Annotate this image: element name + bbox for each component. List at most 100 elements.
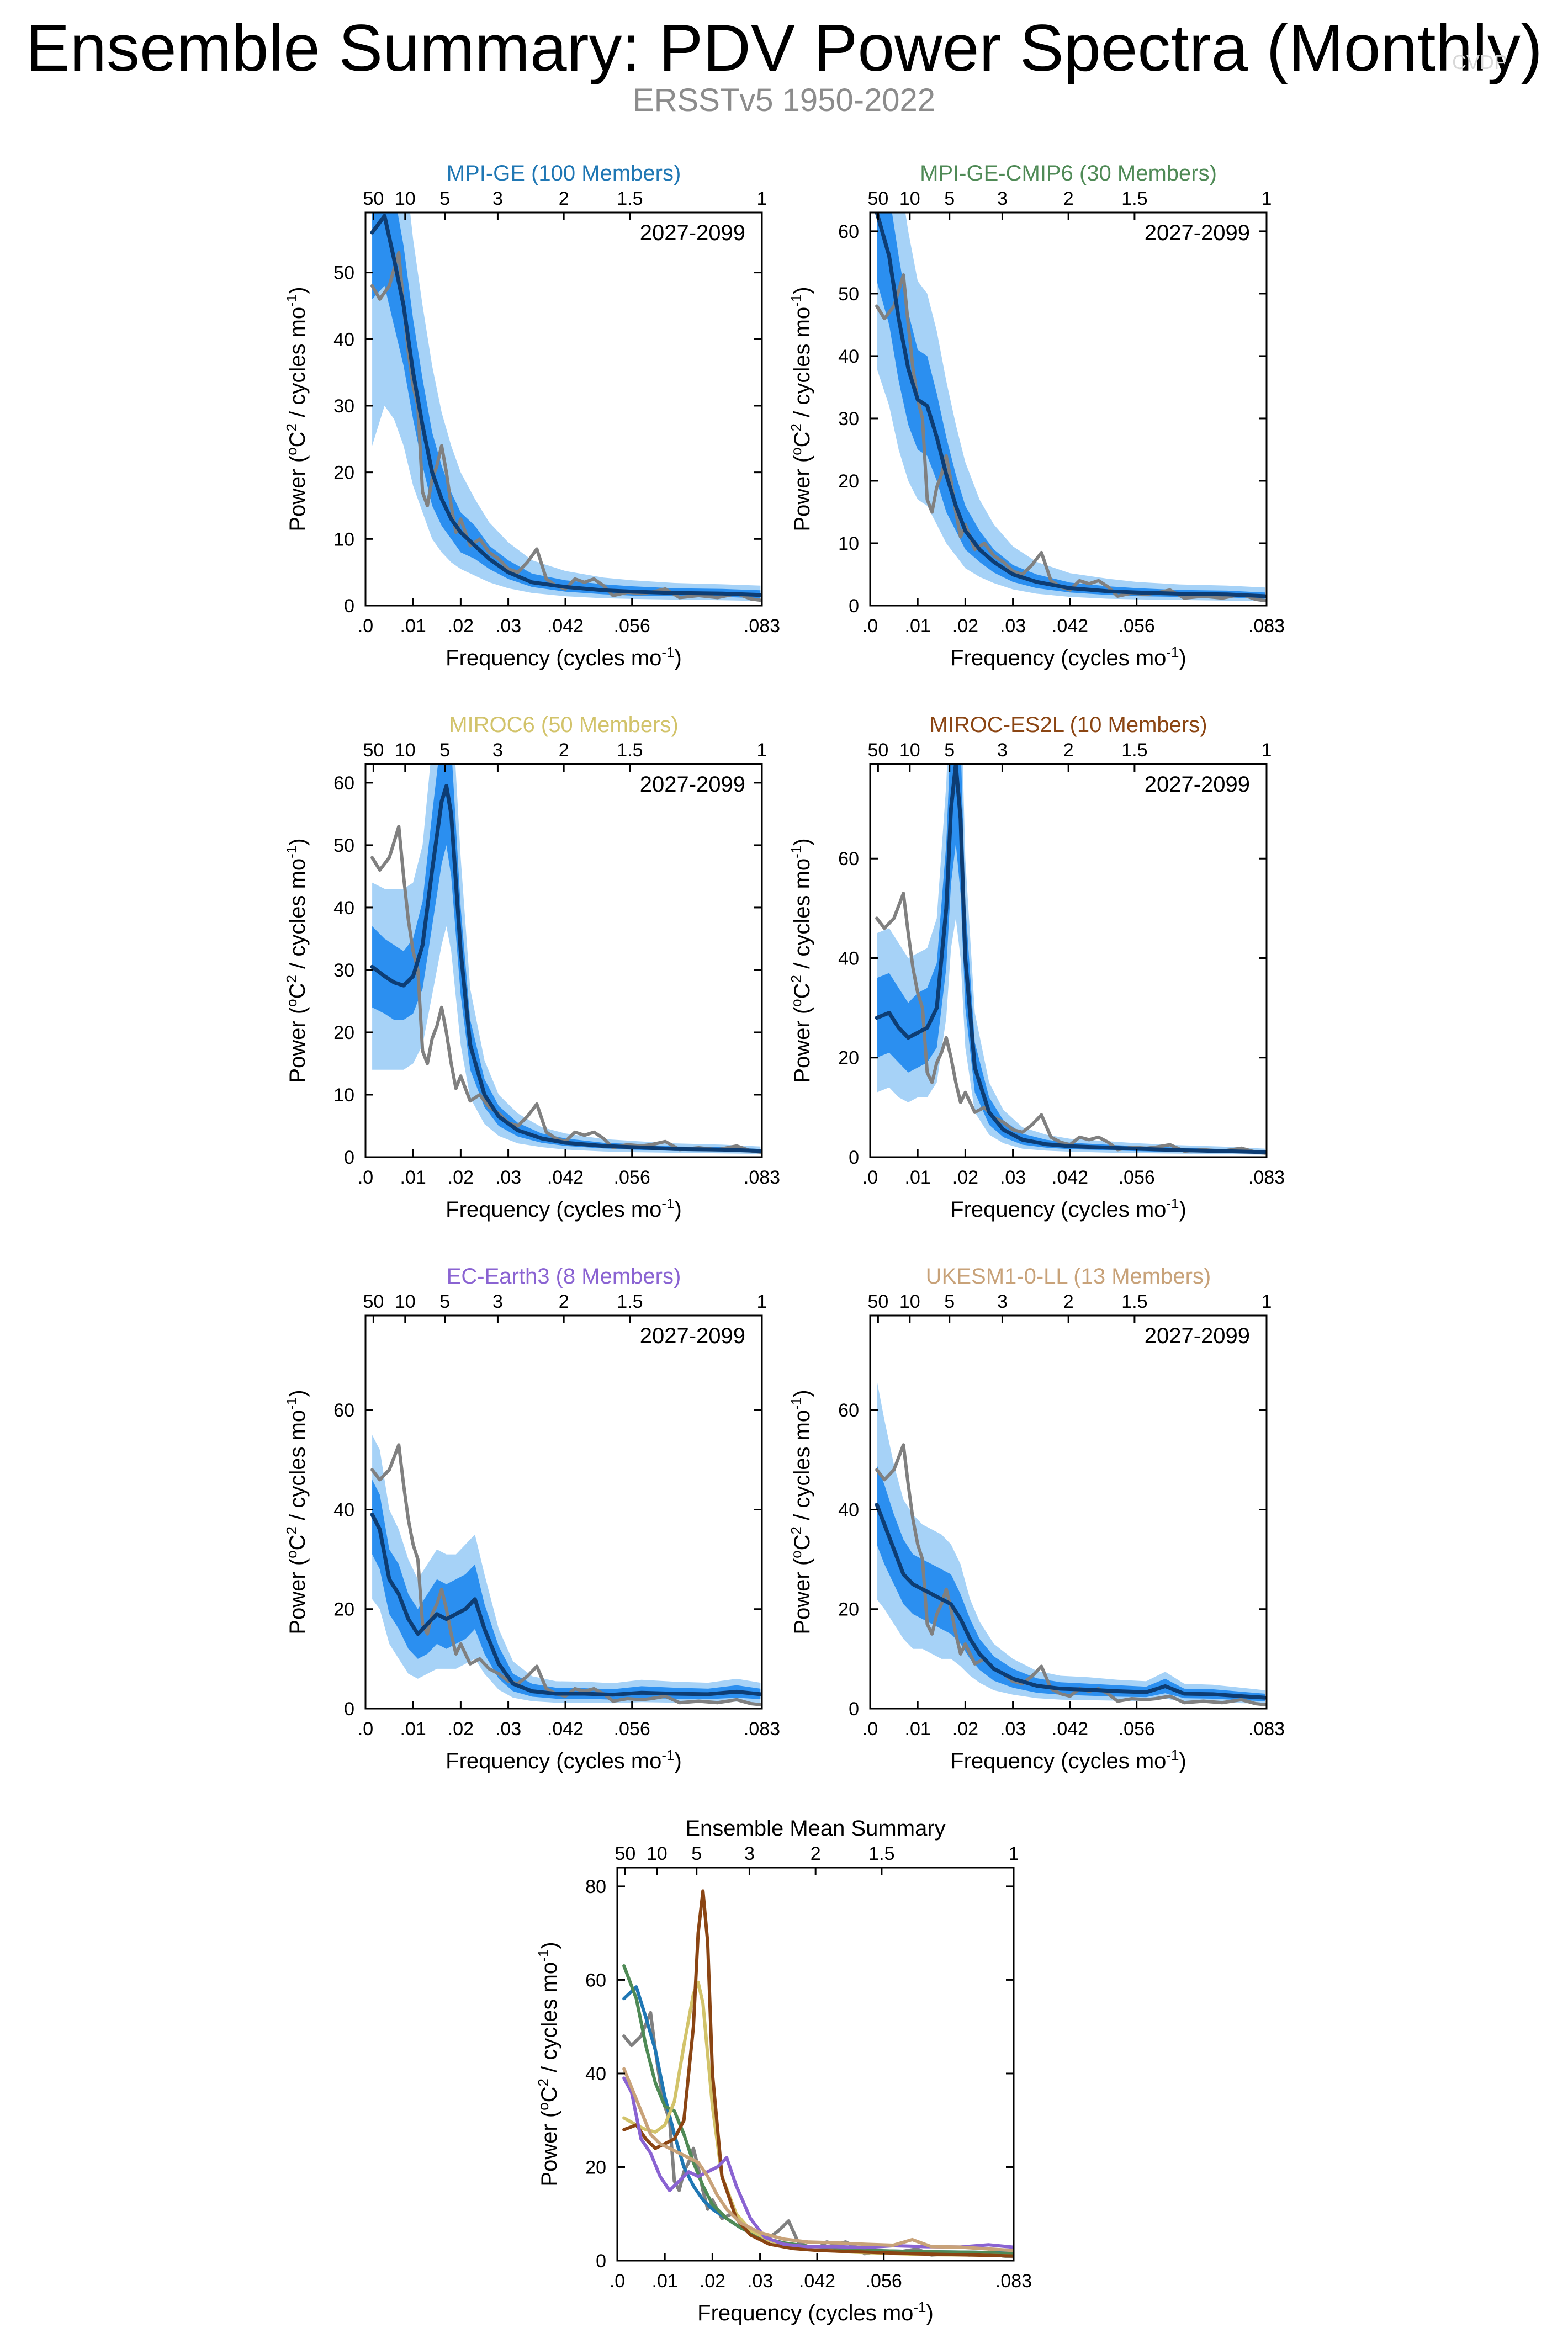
top-tick-label: 5 — [439, 1291, 450, 1312]
spread-band-inner — [372, 764, 761, 1152]
x-tick-label: .0 — [862, 1719, 878, 1740]
y-tick-label: 50 — [333, 263, 354, 284]
plot-area — [370, 764, 762, 1154]
top-tick-label: 1 — [1262, 740, 1272, 761]
ensemble-mean-line — [875, 213, 1267, 598]
y-tick-label: 40 — [838, 1499, 859, 1520]
y-tick-label: 20 — [838, 471, 859, 492]
top-tick-label: 10 — [395, 1291, 416, 1312]
y-tick-label: 30 — [333, 960, 354, 981]
panel-title: MIROC-ES2L (10 Members) — [929, 713, 1207, 737]
top-tick-label: 5 — [439, 740, 450, 761]
top-tick-label: 50 — [615, 1843, 635, 1864]
spread-band-inner — [877, 1465, 1265, 1701]
top-tick-label: 1.5 — [617, 1291, 643, 1312]
x-tick-label: .01 — [400, 1719, 426, 1740]
x-tick-label: .03 — [495, 1719, 521, 1740]
page-subtitle: ERSSTv5 1950-2022 — [632, 82, 936, 118]
y-tick-label: 10 — [333, 529, 354, 550]
panel-ec-earth3: 0 20 40 60 .0 .01 .02 .03 .042 .056 .083 50 10 5 3 2 1.5… — [283, 1264, 780, 1773]
x-tick-label: .03 — [1000, 1719, 1026, 1740]
x-tick-label: .03 — [1000, 1167, 1026, 1188]
top-tick-label: 50 — [363, 188, 384, 209]
y-axis-label: Power (oC2 / cycles mo-1) — [283, 1390, 310, 1634]
top-tick-label: 50 — [363, 1291, 384, 1312]
x-tick-label: .02 — [952, 616, 978, 637]
x-tick-label: .056 — [866, 2271, 902, 2292]
plot-area — [622, 1889, 1014, 2259]
y-tick-label: 60 — [838, 1400, 859, 1421]
ensemble-mean-line — [875, 1503, 1267, 1700]
panel-title: MIROC6 (50 Members) — [449, 713, 679, 737]
y-tick-label: 10 — [838, 533, 859, 554]
ensemble-mean-line — [875, 764, 1267, 1154]
spread-band-inner — [372, 1480, 761, 1700]
x-tick-label: .042 — [547, 616, 584, 637]
y-tick-label: 0 — [849, 596, 859, 617]
top-tick-label: 5 — [439, 188, 450, 209]
x-tick-label: .0 — [358, 1719, 373, 1740]
x-tick-label: .03 — [495, 616, 521, 637]
x-tick-label: .03 — [747, 2271, 773, 2292]
x-tick-label: .056 — [1119, 1719, 1155, 1740]
series-line-ec-earth3 — [622, 2076, 1014, 2250]
plot-area — [875, 764, 1267, 1155]
y-tick-label: 40 — [333, 898, 354, 919]
top-tick-label: 10 — [899, 188, 920, 209]
period-label: 2027-2099 — [640, 772, 745, 797]
x-tick-label: .02 — [448, 616, 474, 637]
series-line-ukesm1-0-ll — [622, 2067, 1014, 2252]
y-axis-label: Power (oC2 / cycles mo-1) — [788, 838, 814, 1083]
x-tick-label: .042 — [547, 1719, 584, 1740]
y-axis-label: Power (oC2 / cycles mo-1) — [788, 1390, 814, 1634]
x-tick-label: .056 — [614, 1719, 650, 1740]
period-label: 2027-2099 — [1145, 772, 1250, 797]
x-axis-label: Frequency (cycles mo-1) — [697, 2299, 934, 2325]
plot-area — [875, 1380, 1267, 1706]
panel-ensemble-mean-summary: 0 20 40 60 80 .0 .01 .02 .03 .042 .056 .083 50 10 5 3 2 1… — [535, 1816, 1032, 2325]
top-tick-label: 5 — [944, 740, 955, 761]
series-line-miroc-es2l — [622, 1889, 1014, 2258]
x-axis-label: Frequency (cycles mo-1) — [950, 1195, 1186, 1222]
y-tick-label: 30 — [333, 396, 354, 417]
y-axis-label: Power (oC2 / cycles mo-1) — [535, 1942, 561, 2186]
y-tick-label: 40 — [333, 329, 354, 350]
x-tick-label: .03 — [1000, 616, 1026, 637]
x-axis-label: Frequency (cycles mo-1) — [950, 644, 1186, 670]
top-tick-label: 1.5 — [1121, 740, 1147, 761]
y-tick-label: 20 — [333, 1599, 354, 1620]
panel-title: MPI-GE-CMIP6 (30 Members) — [920, 161, 1217, 185]
top-tick-label: 50 — [867, 1291, 888, 1312]
y-tick-label: 40 — [838, 948, 859, 969]
panel-ukesm1-0-ll: 0 20 40 60 .0 .01 .02 .03 .042 .056 .083 50 10 5 3 2 1.5… — [788, 1264, 1285, 1773]
y-tick-label: 40 — [333, 1499, 354, 1520]
panel-mpi-ge-cmip6: 0 10 20 30 40 50 60 .0 .01 .02 .03 .042 .056 .083 50 10… — [788, 161, 1285, 670]
top-tick-label: 3 — [997, 188, 1008, 209]
top-tick-label: 2 — [559, 188, 569, 209]
x-tick-label: .02 — [952, 1167, 978, 1188]
panel-miroc6: 0 10 20 30 40 50 60 .0 .01 .02 .03 .042 .056 .083 50 10… — [283, 713, 780, 1222]
x-tick-label: .02 — [952, 1719, 978, 1740]
spread-band-outer — [877, 213, 1265, 602]
period-label: 2027-2099 — [640, 221, 745, 245]
x-tick-label: .056 — [614, 1167, 650, 1188]
spread-band-outer — [372, 1435, 761, 1704]
top-tick-label: 1.5 — [868, 1843, 894, 1864]
y-tick-label: 40 — [585, 2064, 606, 2085]
y-tick-label: 0 — [344, 1699, 354, 1720]
series-line-mpi-ge-cmip6 — [622, 1964, 1014, 2256]
top-tick-label: 3 — [997, 740, 1008, 761]
page-title: Ensemble Summary: PDV Power Spectra (Mon… — [25, 11, 1543, 85]
top-tick-label: 2 — [811, 1843, 821, 1864]
y-tick-label: 80 — [585, 1876, 606, 1897]
panel-mpi-ge: 0 10 20 30 40 50 .0 .01 .02 .03 .042 .056 .083 50 10 5 3… — [283, 161, 780, 670]
ensemble-mean-line — [370, 1513, 762, 1697]
top-tick-label: 2 — [559, 1291, 569, 1312]
plot-area — [875, 213, 1267, 602]
top-tick-label: 1 — [1009, 1843, 1019, 1864]
plot-frame — [616, 1867, 1015, 2262]
panel-title: MPI-GE (100 Members) — [447, 161, 681, 185]
x-tick-label: .083 — [995, 2271, 1032, 2292]
period-label: 2027-2099 — [1145, 1324, 1250, 1348]
x-tick-label: .01 — [905, 1719, 931, 1740]
